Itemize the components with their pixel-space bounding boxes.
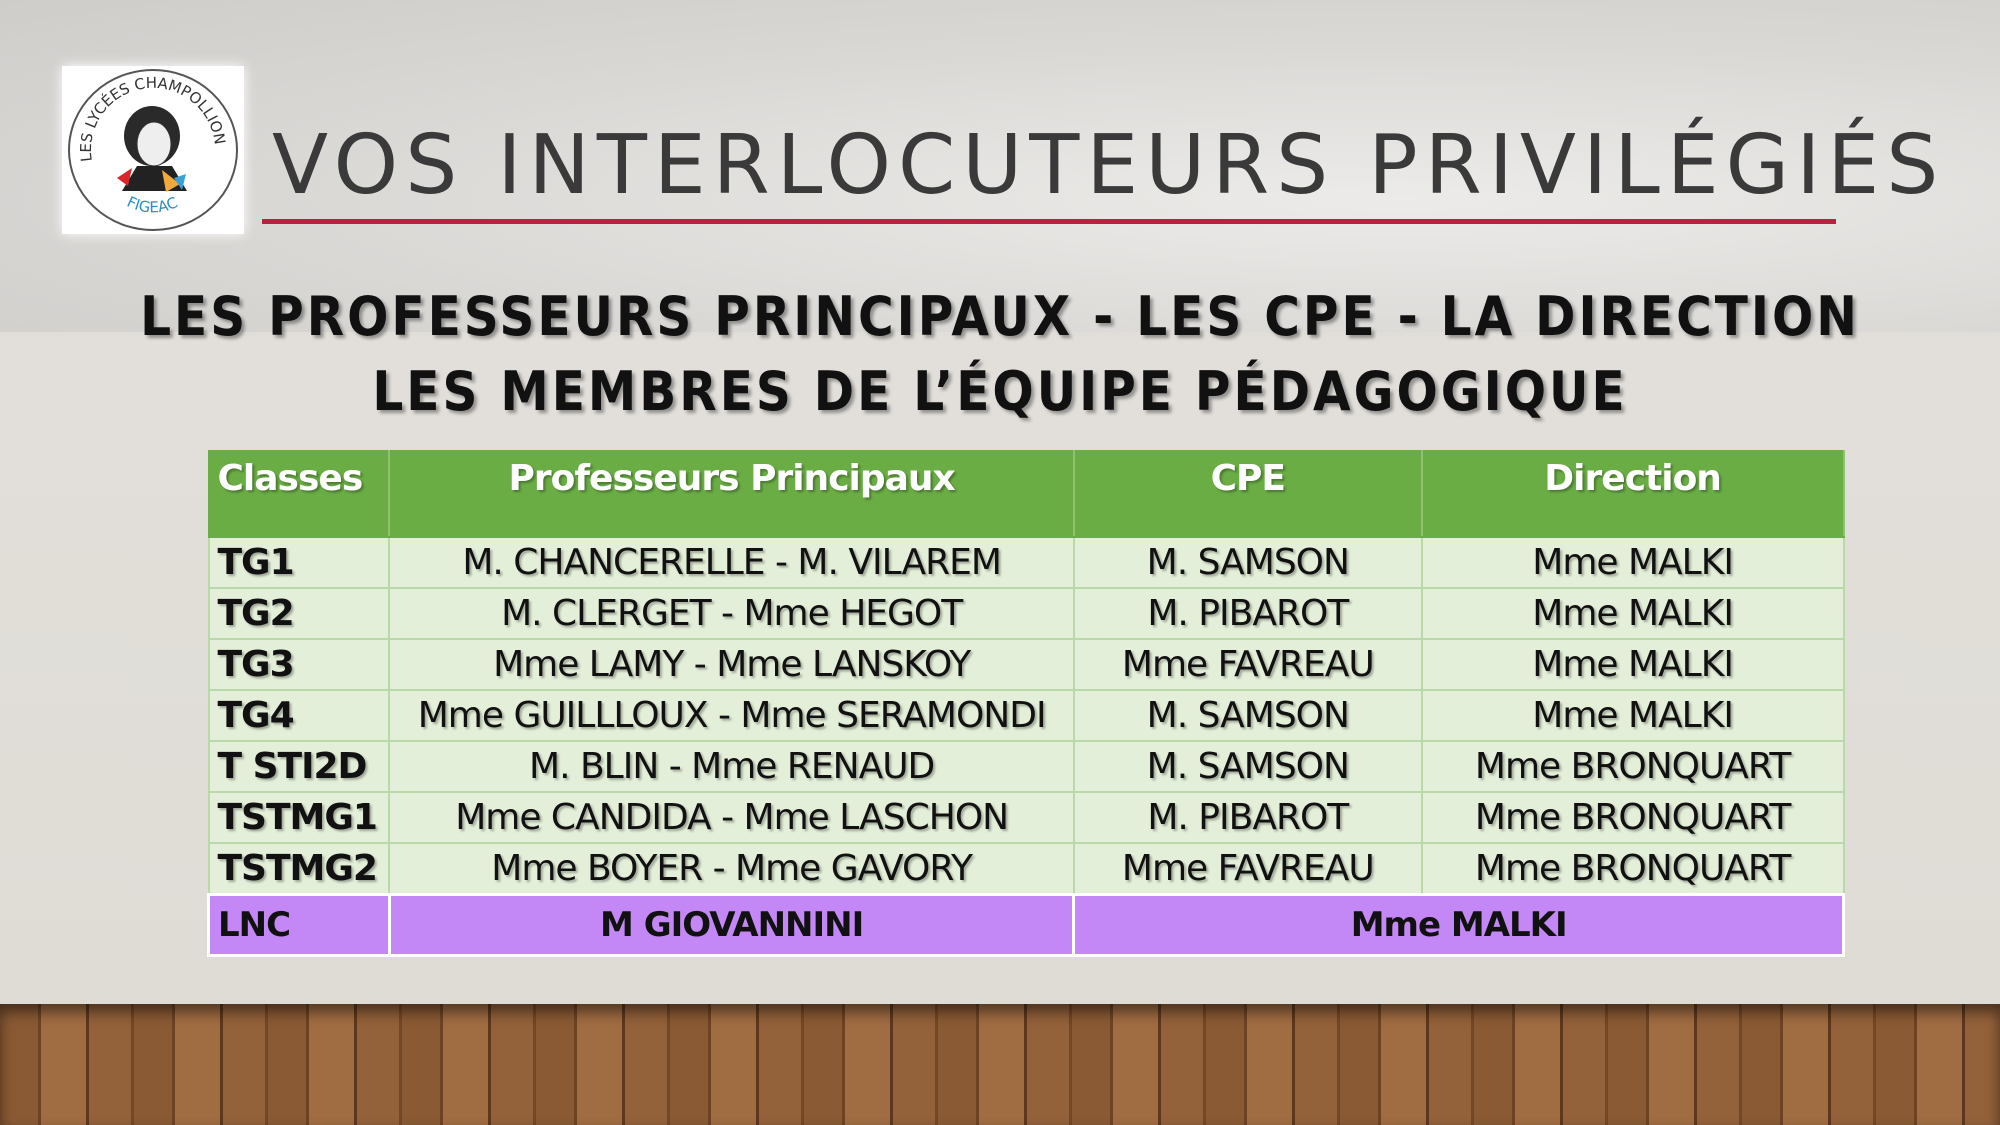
table-header-row: Classes Professeurs Principaux CPE Direc… (207, 450, 1845, 538)
contacts-table: Classes Professeurs Principaux CPE Direc… (207, 450, 1845, 957)
cell-class: TG1 (207, 536, 391, 589)
cell-direction: Mme BRONQUART (1420, 740, 1845, 793)
header-classes: Classes (207, 450, 391, 538)
table-row: TG4 Mme GUILLLOUX - Mme SERAMONDI M. SAMSO… (207, 689, 1845, 742)
cell-cpe: M. PIBAROT (1072, 791, 1423, 844)
cell-direction: Mme BRONQUART (1420, 842, 1845, 896)
subtitle-line-1: LES PROFESSEURS PRINCIPAUX - LES CPE - L… (140, 285, 1860, 348)
background-top (0, 0, 2000, 332)
cell-cpe: M. PIBAROT (1072, 587, 1423, 640)
cell-cpe: Mme FAVREAU (1072, 638, 1423, 691)
cell-class: TG4 (207, 689, 391, 742)
cell-cpe: M. SAMSON (1072, 740, 1423, 793)
cell-class: TG2 (207, 587, 391, 640)
header-cpe: CPE (1072, 450, 1423, 538)
cell-direction: Mme MALKI (1420, 587, 1845, 640)
table-row: TSTMG1 Mme CANDIDA - Mme LASCHON M. PIBARO… (207, 791, 1845, 844)
title-underline (262, 219, 1836, 224)
cell-cpe: Mme FAVREAU (1072, 842, 1423, 896)
cell-direction: Mme MALKI (1072, 893, 1845, 957)
header-direction: Direction (1420, 450, 1845, 538)
table-row: TG1 M. CHANCERELLE - M. VILAREM M. SAMSON M… (207, 536, 1845, 589)
cell-professeurs: Mme LAMY - Mme LANSKOY (388, 638, 1075, 691)
cell-class: TSTMG1 (207, 791, 391, 844)
table-row-lnc: LNC M GIOVANNINI Mme MALKI (207, 893, 1845, 957)
cell-direction: Mme MALKI (1420, 638, 1845, 691)
table-row: TG2 M. CLERGET - Mme HEGOT M. PIBAROT Mme M… (207, 587, 1845, 640)
header-professeurs: Professeurs Principaux (388, 450, 1075, 538)
table-row: TSTMG2 Mme BOYER - Mme GAVORY Mme FAVREAU M… (207, 842, 1845, 896)
wood-floor (0, 1004, 2000, 1125)
table-row: T STI2D M. BLIN - Mme RENAUD M. SAMSON Mme … (207, 740, 1845, 793)
cell-professeurs: M. CHANCERELLE - M. VILAREM (388, 536, 1075, 589)
cell-professeurs: Mme BOYER - Mme GAVORY (388, 842, 1075, 896)
cell-professeur: M GIOVANNINI (387, 893, 1076, 957)
cell-professeurs: M. BLIN - Mme RENAUD (388, 740, 1075, 793)
logo-text-bottom: FIGEAC (124, 193, 180, 217)
cell-professeurs: Mme GUILLLOUX - Mme SERAMONDI (388, 689, 1075, 742)
subtitle-line-2: LES MEMBRES DE L’ÉQUIPE PÉDAGOGIQUE (372, 360, 1628, 423)
cell-class: TSTMG2 (207, 842, 391, 896)
cell-cpe: M. SAMSON (1072, 689, 1423, 742)
cell-professeurs: M. CLERGET - Mme HEGOT (388, 587, 1075, 640)
cell-direction: Mme MALKI (1420, 689, 1845, 742)
svg-text:FIGEAC: FIGEAC (124, 193, 180, 217)
cell-class: TG3 (207, 638, 391, 691)
cell-class: LNC (207, 893, 391, 957)
cell-class: T STI2D (207, 740, 391, 793)
cell-direction: Mme BRONQUART (1420, 791, 1845, 844)
cell-cpe: M. SAMSON (1072, 536, 1423, 589)
table-row: TG3 Mme LAMY - Mme LANSKOY Mme FAVREAU Mme … (207, 638, 1845, 691)
cell-direction: Mme MALKI (1420, 536, 1845, 589)
school-logo: LES LYCÉES CHAMPOLLION FIGEAC (62, 66, 244, 234)
page-title: VOS INTERLOCUTEURS PRIVILÉGIÉS (272, 118, 1946, 213)
cell-professeurs: Mme CANDIDA - Mme LASCHON (388, 791, 1075, 844)
